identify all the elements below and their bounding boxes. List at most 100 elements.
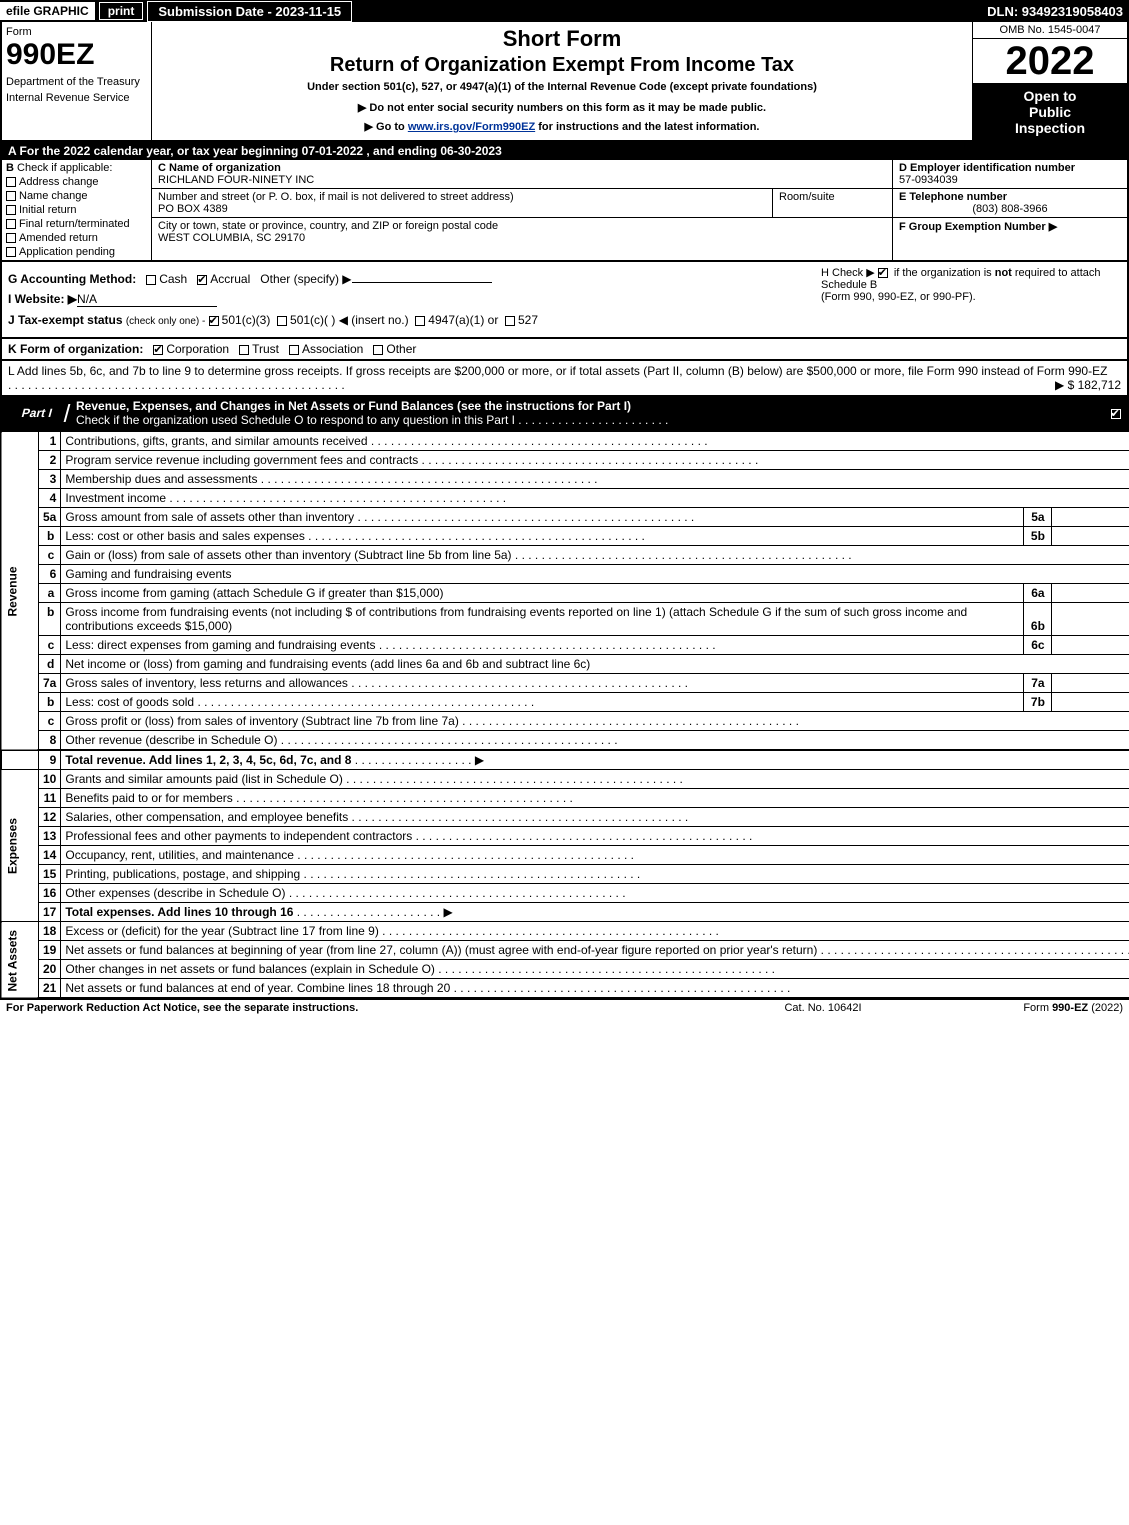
k-trust: Trust bbox=[252, 342, 279, 356]
dln-number: DLN: 93492319058403 bbox=[987, 4, 1129, 19]
footer-form-post: (2022) bbox=[1088, 1002, 1123, 1014]
h-text4: (Form 990, 990-EZ, or 990-PF). bbox=[821, 291, 976, 303]
print-button[interactable]: print bbox=[99, 2, 144, 20]
opt-final-return: Final return/terminated bbox=[19, 218, 130, 230]
l12-no: 12 bbox=[39, 808, 61, 827]
form-word: Form bbox=[6, 26, 147, 38]
chk-address-change[interactable] bbox=[6, 177, 16, 187]
opt-name-change: Name change bbox=[19, 190, 88, 202]
chk-final-return[interactable] bbox=[6, 219, 16, 229]
goto-post: for instructions and the latest informat… bbox=[535, 121, 759, 133]
chk-association[interactable] bbox=[289, 345, 299, 355]
l7a-subval bbox=[1052, 674, 1129, 693]
l7b-subval bbox=[1052, 693, 1129, 712]
l7a-sub: 7a bbox=[1024, 674, 1052, 693]
open-line1: Open to bbox=[975, 88, 1125, 104]
part-i-title-text: Revenue, Expenses, and Changes in Net As… bbox=[76, 399, 631, 413]
title-short-form: Short Form bbox=[158, 26, 966, 52]
chk-schedule-b-not-required[interactable] bbox=[878, 268, 888, 278]
opt-amended-return: Amended return bbox=[19, 232, 98, 244]
row-a-tax-year: A For the 2022 calendar year, or tax yea… bbox=[0, 142, 1129, 160]
h-not: not bbox=[995, 267, 1012, 279]
l14-desc: Occupancy, rent, utilities, and maintena… bbox=[61, 846, 1129, 865]
section-revenue: Revenue bbox=[1, 432, 39, 751]
part-i-check-line: Check if the organization used Schedule … bbox=[76, 413, 515, 427]
g-other: Other (specify) ▶ bbox=[260, 272, 351, 286]
subtitle-goto: ▶ Go to www.irs.gov/Form990EZ for instru… bbox=[158, 120, 966, 133]
submission-date: Submission Date - 2023-11-15 bbox=[147, 1, 352, 22]
i-label: I Website: ▶ bbox=[8, 292, 77, 306]
form-header: Form 990EZ Department of the Treasury In… bbox=[0, 22, 1129, 142]
l20-desc: Other changes in net assets or fund bala… bbox=[61, 960, 1129, 979]
chk-application-pending[interactable] bbox=[6, 247, 16, 257]
footer-form: Form 990-EZ (2022) bbox=[923, 1002, 1123, 1014]
subtitle-ssn: ▶ Do not enter social security numbers o… bbox=[158, 101, 966, 114]
l6a-subval bbox=[1052, 584, 1129, 603]
h-box: H Check ▶ if the organization is not req… bbox=[821, 266, 1121, 303]
l18-no: 18 bbox=[39, 922, 61, 941]
l18-desc: Excess or (deficit) for the year (Subtra… bbox=[61, 922, 1129, 941]
l6b-sub: 6b bbox=[1024, 603, 1052, 636]
chk-corporation[interactable] bbox=[153, 345, 163, 355]
org-name: RICHLAND FOUR-NINETY INC bbox=[158, 174, 886, 186]
col-def: D Employer identification number 57-0934… bbox=[892, 160, 1127, 260]
g-accrual: Accrual bbox=[210, 272, 250, 286]
l6a-desc: Gross income from gaming (attach Schedul… bbox=[61, 584, 1024, 603]
c-addr-label: Number and street (or P. O. box, if mail… bbox=[158, 191, 766, 203]
row-l: L Add lines 5b, 6c, and 7b to line 9 to … bbox=[0, 361, 1129, 397]
l8-desc: Other revenue (describe in Schedule O) bbox=[61, 731, 1129, 751]
header-right: OMB No. 1545-0047 2022 Open to Public In… bbox=[972, 22, 1127, 140]
website-value: N/A bbox=[77, 292, 217, 307]
b-text: Check if applicable: bbox=[17, 162, 112, 174]
l12-desc: Salaries, other compensation, and employ… bbox=[61, 808, 1129, 827]
l3-no: 3 bbox=[39, 470, 61, 489]
footer-paperwork: For Paperwork Reduction Act Notice, see … bbox=[6, 1002, 723, 1014]
omb-number: OMB No. 1545-0047 bbox=[973, 22, 1127, 39]
h-text1: H Check ▶ bbox=[821, 267, 875, 279]
g-label: G Accounting Method: bbox=[8, 272, 136, 286]
l7c-desc: Gross profit or (loss) from sales of inv… bbox=[61, 712, 1129, 731]
irs-link[interactable]: www.irs.gov/Form990EZ bbox=[408, 121, 535, 133]
e-label: E Telephone number bbox=[899, 191, 1121, 203]
room-label: Room/suite bbox=[779, 191, 886, 203]
l19-no: 19 bbox=[39, 941, 61, 960]
opt-initial-return: Initial return bbox=[19, 204, 76, 216]
l6-desc: Gaming and fundraising events bbox=[61, 565, 1129, 584]
chk-527[interactable] bbox=[505, 316, 515, 326]
chk-cash[interactable] bbox=[146, 275, 156, 285]
chk-amended-return[interactable] bbox=[6, 233, 16, 243]
l17-desc: Total expenses. Add lines 10 through 16 … bbox=[61, 903, 1129, 922]
part-i-label: Part I bbox=[6, 404, 71, 422]
open-inspection: Open to Public Inspection bbox=[973, 84, 1127, 140]
g-cash: Cash bbox=[159, 272, 187, 286]
header-left: Form 990EZ Department of the Treasury In… bbox=[2, 22, 152, 140]
chk-accrual[interactable] bbox=[197, 275, 207, 285]
l5a-no: 5a bbox=[39, 508, 61, 527]
opt-address-change: Address change bbox=[19, 176, 99, 188]
l13-desc: Professional fees and other payments to … bbox=[61, 827, 1129, 846]
g-other-input[interactable] bbox=[352, 282, 492, 283]
chk-schedule-o-part-i[interactable] bbox=[1111, 409, 1121, 419]
l6b-subval bbox=[1052, 603, 1129, 636]
l19-desc: Net assets or fund balances at beginning… bbox=[61, 941, 1129, 960]
block-ghij: H Check ▶ if the organization is not req… bbox=[0, 262, 1129, 339]
title-return: Return of Organization Exempt From Incom… bbox=[158, 54, 966, 77]
l21-desc: Net assets or fund balances at end of ye… bbox=[61, 979, 1129, 999]
l9-no: 9 bbox=[39, 750, 61, 770]
l9-desc: Total revenue. Add lines 1, 2, 3, 4, 5c,… bbox=[61, 750, 1129, 770]
chk-name-change[interactable] bbox=[6, 191, 16, 201]
chk-other-org[interactable] bbox=[373, 345, 383, 355]
l7c-no: c bbox=[39, 712, 61, 731]
chk-trust[interactable] bbox=[239, 345, 249, 355]
chk-4947[interactable] bbox=[415, 316, 425, 326]
l15-desc: Printing, publications, postage, and shi… bbox=[61, 865, 1129, 884]
j-hint: (check only one) - bbox=[126, 316, 205, 327]
l5a-desc: Gross amount from sale of assets other t… bbox=[61, 508, 1024, 527]
chk-501c3[interactable] bbox=[209, 316, 219, 326]
chk-501c[interactable] bbox=[277, 316, 287, 326]
l6a-sub: 6a bbox=[1024, 584, 1052, 603]
chk-initial-return[interactable] bbox=[6, 205, 16, 215]
j-4947: 4947(a)(1) or bbox=[428, 313, 498, 327]
section-netassets: Net Assets bbox=[1, 922, 39, 999]
phone-value: (803) 808-3966 bbox=[899, 203, 1121, 215]
